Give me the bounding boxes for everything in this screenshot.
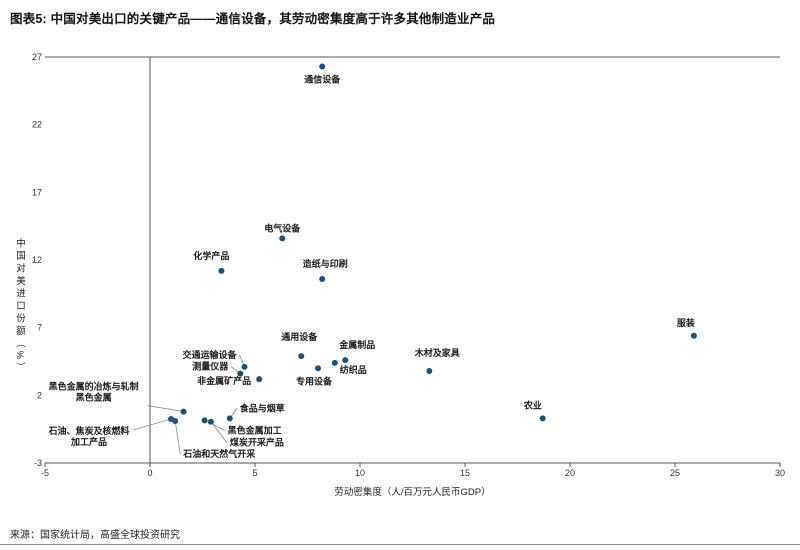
data-point — [342, 357, 349, 364]
x-tick-label: 15 — [460, 468, 470, 478]
x-tick-label: 10 — [355, 468, 365, 478]
point-label: 造纸与印刷 — [303, 258, 348, 269]
data-point — [298, 353, 305, 360]
data-point — [218, 267, 225, 274]
y-tick-label: 27 — [32, 52, 42, 62]
bottom-divider — [0, 544, 800, 545]
data-point — [319, 275, 326, 282]
y-axis-label: 中国对美进口份额（%） — [14, 238, 25, 375]
data-point — [539, 415, 546, 422]
x-tick-label: 5 — [252, 468, 257, 478]
x-axis-label: 劳动密集度（人/百万元人民币GDP） — [334, 487, 491, 498]
y-tick-label: 17 — [32, 187, 42, 197]
leader-line — [210, 421, 228, 443]
point-label: 木材及家具 — [414, 347, 460, 358]
data-point — [426, 367, 433, 374]
point-label: 交通运输设备 — [182, 349, 237, 360]
chart-title: 图表5: 中国对美出口的关键产品——通信设备，其劳动密集度高于许多其他制造业产品 — [10, 12, 496, 26]
point-label: 测量仪器 — [192, 361, 229, 372]
data-point — [172, 418, 179, 425]
y-tick-label: 22 — [32, 120, 42, 130]
point-label: 通信设备 — [304, 73, 341, 84]
point-label: 农业 — [523, 399, 542, 410]
y-tick-label: 2 — [37, 390, 42, 400]
point-label: 石油、焦炭及核燃料加工产品 — [47, 425, 129, 447]
y-tick-label: 7 — [37, 323, 42, 333]
leader-line — [204, 420, 225, 431]
data-point — [226, 415, 233, 422]
point-label: 煤炭开采产品 — [230, 437, 284, 448]
point-label: 食品与烟草 — [239, 402, 285, 413]
y-tick-label: -3 — [34, 458, 42, 468]
leader-line — [174, 420, 181, 455]
point-label: 黑色金属的冶炼与轧制黑色金属 — [49, 381, 139, 403]
point-label: 电气设备 — [264, 222, 301, 233]
point-label: 金属制品 — [338, 339, 375, 350]
data-point — [256, 376, 263, 383]
x-tick-label: 0 — [147, 468, 152, 478]
data-point — [201, 417, 208, 424]
point-label: 非金属矿产品 — [197, 375, 251, 386]
x-tick-label: 25 — [670, 468, 680, 478]
point-label: 通用设备 — [281, 331, 318, 342]
y-tick-label: 12 — [32, 255, 42, 265]
data-point — [319, 63, 326, 70]
data-point — [207, 418, 214, 425]
scatter-chart: -5 0 5 10 15 20 25 30 27 22 17 12 7 2 -3 通信设备电气设备化学产品造纸… — [32, 52, 785, 478]
x-tick-label: 30 — [775, 468, 785, 478]
point-label: 石油和天然气开采 — [182, 448, 255, 459]
data-point — [237, 370, 244, 377]
point-label: 服装 — [677, 317, 696, 328]
leader-line — [147, 405, 184, 412]
point-label: 纺织品 — [340, 364, 367, 375]
x-tick-label: 20 — [565, 468, 575, 478]
data-point — [315, 365, 321, 372]
data-point — [279, 235, 286, 242]
data-point — [690, 332, 697, 339]
leader-line — [132, 418, 172, 431]
x-tick-label: -5 — [41, 468, 49, 478]
data-point — [180, 408, 187, 415]
data-point — [241, 363, 248, 370]
point-label: 黑色金属加工 — [228, 424, 282, 435]
point-label: 专用设备 — [296, 375, 333, 386]
source-note: 来源：国家统计局，高盛全球投资研究 — [10, 530, 180, 541]
point-label: 化学产品 — [193, 250, 229, 261]
data-point — [331, 359, 338, 366]
